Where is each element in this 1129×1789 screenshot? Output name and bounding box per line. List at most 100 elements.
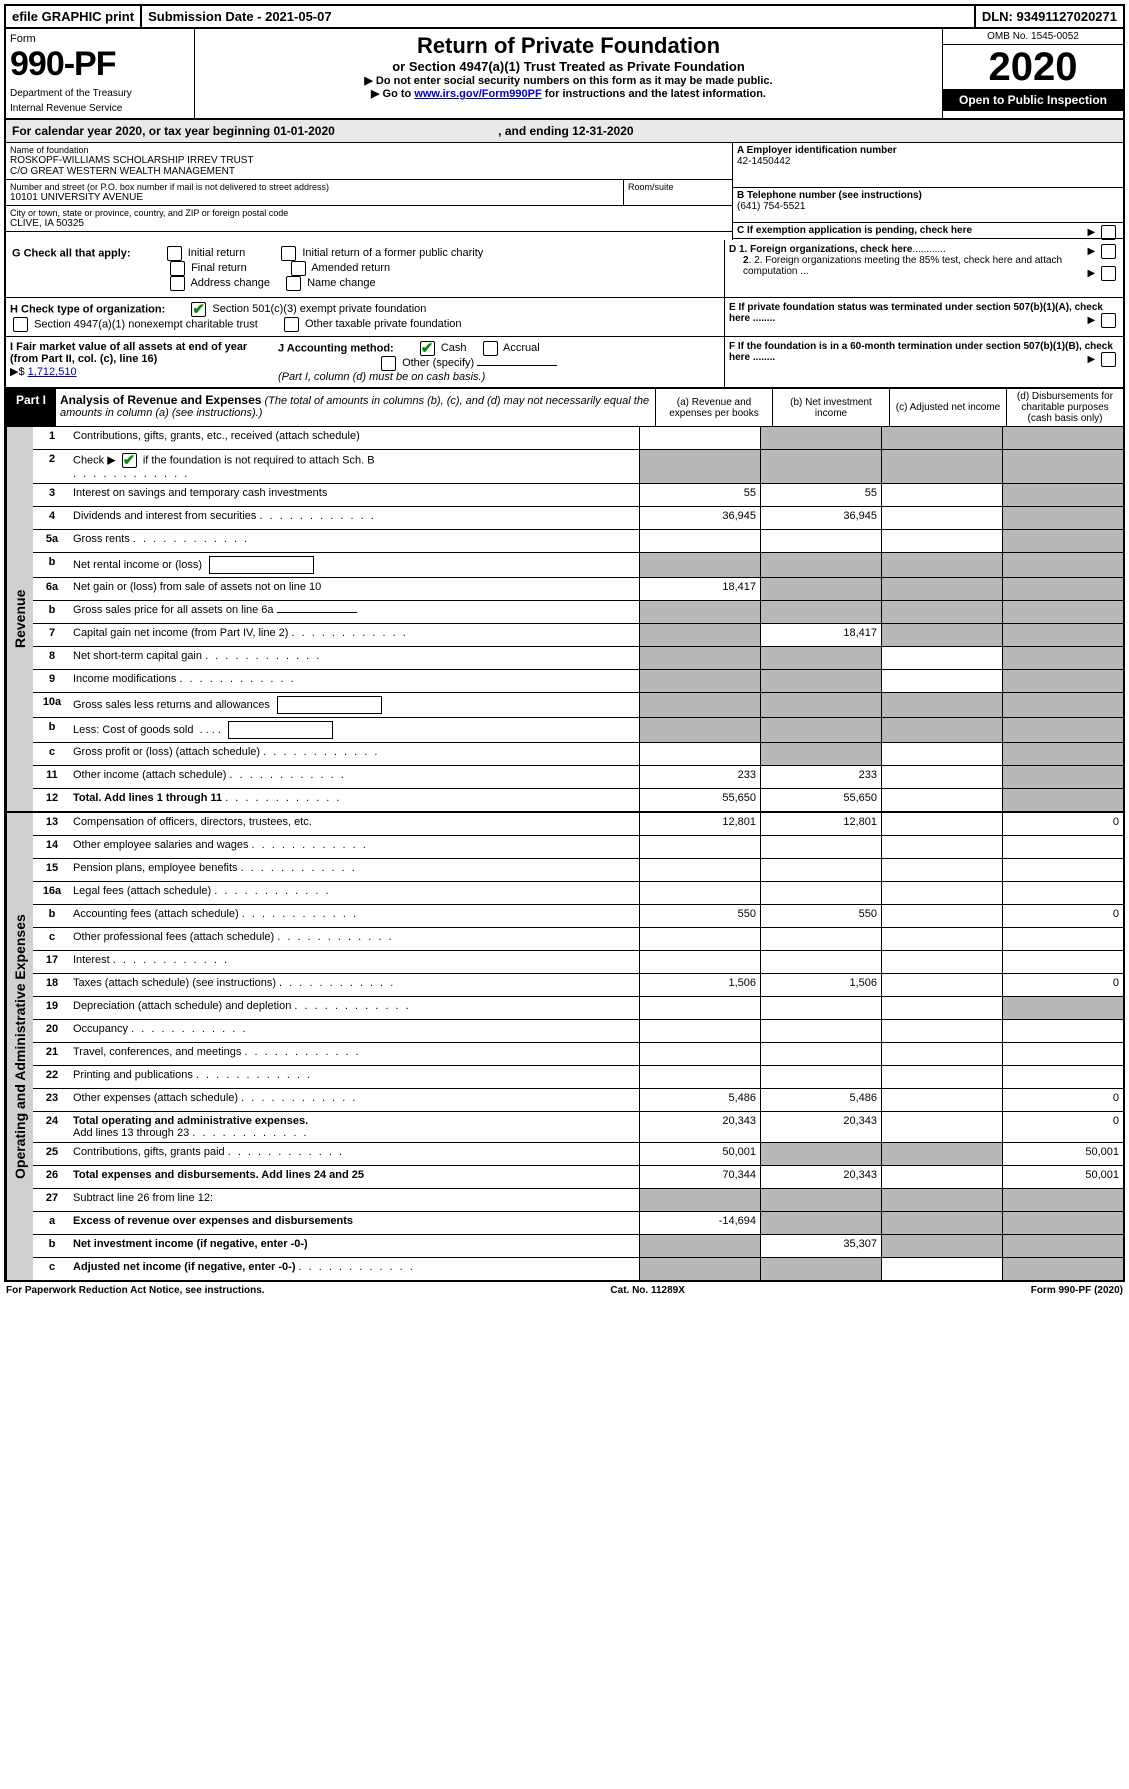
entity-info: Name of foundation ROSKOPF-WILLIAMS SCHO… <box>4 143 1125 240</box>
part1-label: Part I <box>6 389 56 426</box>
table-row: 14Other employee salaries and wages <box>33 836 1123 859</box>
street-address: 10101 UNIVERSITY AVENUE <box>10 192 619 203</box>
section-h: H Check type of organization: Section 50… <box>4 298 1125 337</box>
part1-header: Part I Analysis of Revenue and Expenses … <box>4 389 1125 427</box>
col-c-header: (c) Adjusted net income <box>889 389 1006 426</box>
table-row: 1Contributions, gifts, grants, etc., rec… <box>33 427 1123 450</box>
table-row: 9Income modifications <box>33 670 1123 693</box>
foreign-85-checkbox[interactable] <box>1101 266 1116 281</box>
tax-year: 2020 <box>943 45 1123 89</box>
dept-irs: Internal Revenue Service <box>10 103 190 114</box>
table-row: 15Pension plans, employee benefits <box>33 859 1123 882</box>
dln: DLN: 93491127020271 <box>976 6 1123 27</box>
dept-treasury: Department of the Treasury <box>10 88 190 99</box>
accrual-checkbox[interactable] <box>483 341 498 356</box>
footer-cat: Cat. No. 11289X <box>610 1285 684 1296</box>
fmv-value[interactable]: 1,712,510 <box>28 366 77 378</box>
section-g: G Check all that apply: Initial return I… <box>4 240 1125 298</box>
foundation-name-cell: Name of foundation ROSKOPF-WILLIAMS SCHO… <box>6 143 732 180</box>
other-method-checkbox[interactable] <box>381 356 396 371</box>
form-label: Form <box>10 33 190 45</box>
sch-b-checkbox[interactable] <box>122 453 137 468</box>
phone-value: (641) 754-5521 <box>737 201 1119 212</box>
amended-return-checkbox[interactable] <box>291 261 306 276</box>
calendar-year-row: For calendar year 2020, or tax year begi… <box>4 120 1125 143</box>
header-mid: Return of Private Foundation or Section … <box>195 29 942 118</box>
initial-former-checkbox[interactable] <box>281 246 296 261</box>
501c3-checkbox[interactable] <box>191 302 206 317</box>
60month-checkbox[interactable] <box>1101 352 1116 367</box>
footer-left: For Paperwork Reduction Act Notice, see … <box>6 1285 265 1296</box>
submission-date: Submission Date - 2021-05-07 <box>142 6 976 27</box>
exemption-checkbox[interactable] <box>1101 225 1116 240</box>
cash-checkbox[interactable] <box>420 341 435 356</box>
table-row: bLess: Cost of goods sold . . . . <box>33 718 1123 743</box>
address-change-checkbox[interactable] <box>170 276 185 291</box>
table-row: bNet investment income (if negative, ent… <box>33 1235 1123 1258</box>
form-header: Form 990-PF Department of the Treasury I… <box>4 29 1125 120</box>
table-row: bNet rental income or (loss) <box>33 553 1123 578</box>
expenses-table: Operating and Administrative Expenses 13… <box>4 813 1125 1282</box>
ein-cell: A Employer identification number 42-1450… <box>733 143 1123 188</box>
initial-return-checkbox[interactable] <box>167 246 182 261</box>
table-row: cGross profit or (loss) (attach schedule… <box>33 743 1123 766</box>
top-bar: efile GRAPHIC print Submission Date - 20… <box>4 4 1125 29</box>
col-a-header: (a) Revenue and expenses per books <box>655 389 772 426</box>
table-row: 2Check ▶ if the foundation is not requir… <box>33 450 1123 484</box>
table-row: 22Printing and publications <box>33 1066 1123 1089</box>
table-row: 26Total expenses and disbursements. Add … <box>33 1166 1123 1189</box>
header-left: Form 990-PF Department of the Treasury I… <box>6 29 195 118</box>
table-row: 12Total. Add lines 1 through 11 55,65055… <box>33 789 1123 811</box>
col-d-header: (d) Disbursements for charitable purpose… <box>1006 389 1123 426</box>
4947a1-checkbox[interactable] <box>13 317 28 332</box>
table-row: 7Capital gain net income (from Part IV, … <box>33 624 1123 647</box>
room-cell: Room/suite <box>624 180 732 206</box>
table-row: 3Interest on savings and temporary cash … <box>33 484 1123 507</box>
part1-title: Analysis of Revenue and Expenses (The to… <box>56 389 655 426</box>
table-row: 17Interest <box>33 951 1123 974</box>
open-public: Open to Public Inspection <box>943 89 1123 111</box>
status-terminated-checkbox[interactable] <box>1101 313 1116 328</box>
table-row: 6aNet gain or (loss) from sale of assets… <box>33 578 1123 601</box>
revenue-side-label: Revenue <box>6 427 33 811</box>
table-row: 18Taxes (attach schedule) (see instructi… <box>33 974 1123 997</box>
name-change-checkbox[interactable] <box>286 276 301 291</box>
table-row: 4Dividends and interest from securities … <box>33 507 1123 530</box>
phone-cell: B Telephone number (see instructions) (6… <box>733 188 1123 223</box>
note-link: ▶ Go to www.irs.gov/Form990PF for instru… <box>199 87 938 100</box>
table-row: 10aGross sales less returns and allowanc… <box>33 693 1123 718</box>
section-ij: I Fair market value of all assets at end… <box>4 337 1125 389</box>
final-return-checkbox[interactable] <box>170 261 185 276</box>
foundation-name-2: C/O GREAT WESTERN WEALTH MANAGEMENT <box>10 166 728 177</box>
address-cell: Number and street (or P.O. box number if… <box>6 180 624 206</box>
table-row: 5aGross rents <box>33 530 1123 553</box>
table-row: cAdjusted net income (if negative, enter… <box>33 1258 1123 1280</box>
table-row: 25Contributions, gifts, grants paid 50,0… <box>33 1143 1123 1166</box>
footer-form: Form 990-PF (2020) <box>1031 1285 1123 1296</box>
city-state-zip: CLIVE, IA 50325 <box>10 218 728 229</box>
table-row: bAccounting fees (attach schedule) 55055… <box>33 905 1123 928</box>
header-right: OMB No. 1545-0052 2020 Open to Public In… <box>942 29 1123 118</box>
foundation-name-1: ROSKOPF-WILLIAMS SCHOLARSHIP IRREV TRUST <box>10 155 728 166</box>
table-row: 23Other expenses (attach schedule) 5,486… <box>33 1089 1123 1112</box>
exemption-pending-cell: C If exemption application is pending, c… <box>733 223 1123 239</box>
other-taxable-checkbox[interactable] <box>284 317 299 332</box>
expenses-side-label: Operating and Administrative Expenses <box>6 813 33 1280</box>
table-row: cOther professional fees (attach schedul… <box>33 928 1123 951</box>
table-row: aExcess of revenue over expenses and dis… <box>33 1212 1123 1235</box>
revenue-table: Revenue 1Contributions, gifts, grants, e… <box>4 427 1125 813</box>
table-row: 27Subtract line 26 from line 12: <box>33 1189 1123 1212</box>
form-title: Return of Private Foundation <box>199 33 938 59</box>
efile-label: efile GRAPHIC print <box>6 6 142 27</box>
table-row: 11Other income (attach schedule) 233233 <box>33 766 1123 789</box>
table-row: 21Travel, conferences, and meetings <box>33 1043 1123 1066</box>
table-row: 19Depreciation (attach schedule) and dep… <box>33 997 1123 1020</box>
irs-link[interactable]: www.irs.gov/Form990PF <box>414 88 541 100</box>
page-footer: For Paperwork Reduction Act Notice, see … <box>4 1282 1125 1299</box>
note-ssn: ▶ Do not enter social security numbers o… <box>199 74 938 87</box>
city-cell: City or town, state or province, country… <box>6 206 732 232</box>
foreign-org-checkbox[interactable] <box>1101 244 1116 259</box>
table-row: 24Total operating and administrative exp… <box>33 1112 1123 1143</box>
ein-value: 42-1450442 <box>737 156 1119 167</box>
table-row: bGross sales price for all assets on lin… <box>33 601 1123 624</box>
